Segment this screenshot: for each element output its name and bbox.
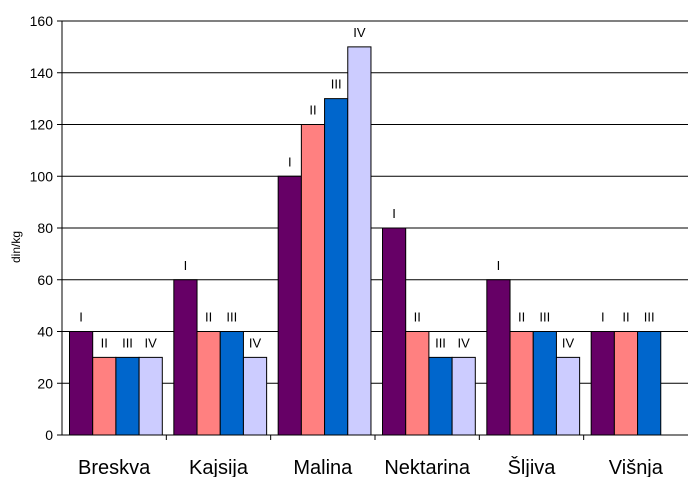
bar	[138, 356, 163, 436]
data-label: III	[435, 335, 446, 350]
data-label: IV	[145, 335, 158, 350]
bar	[451, 356, 476, 436]
data-label: II	[205, 310, 212, 325]
bar	[300, 124, 326, 436]
data-label: I	[392, 206, 396, 221]
bar	[613, 331, 639, 436]
y-tick-label: 0	[45, 427, 53, 443]
category-label: Kajsija	[189, 457, 249, 477]
category-label: Breskva	[78, 457, 151, 477]
y-tick-labels: 0 20 40 60 80 100 120 140 160	[30, 13, 54, 443]
data-label: II	[309, 103, 316, 118]
category-labels: Breskva Kajsija Malina Nektarina Šljiva Višnj…	[78, 456, 664, 477]
bar	[509, 331, 534, 436]
data-label: III	[644, 310, 655, 325]
data-label: I	[601, 310, 605, 325]
bar	[428, 356, 453, 436]
category-label: Višnja	[609, 457, 664, 477]
bar	[405, 331, 430, 436]
y-tick-label: 160	[30, 13, 54, 29]
bar	[590, 331, 615, 436]
data-label: I	[79, 310, 83, 325]
bar	[196, 331, 221, 436]
data-label: IV	[353, 25, 366, 40]
bar	[486, 279, 511, 436]
category-label: Malina	[293, 457, 353, 477]
bar	[92, 356, 117, 436]
y-axis-label: din/kg	[9, 231, 23, 263]
bar	[69, 331, 94, 436]
data-label: II	[622, 310, 629, 325]
bar	[324, 98, 349, 436]
bar	[532, 331, 557, 436]
y-tick-label: 60	[37, 272, 53, 288]
bar	[637, 331, 662, 436]
axes	[57, 20, 688, 440]
data-label: IV	[562, 335, 575, 350]
y-tick-label: 40	[37, 324, 53, 340]
data-label: II	[518, 310, 525, 325]
data-label: III	[331, 77, 342, 92]
bar	[219, 331, 244, 436]
bar	[347, 46, 372, 436]
bars	[69, 46, 662, 436]
data-label: I	[184, 258, 188, 273]
data-label: I	[288, 154, 292, 169]
data-label: IV	[458, 335, 471, 350]
data-label: II	[101, 335, 108, 350]
data-label: IV	[249, 335, 262, 350]
bar	[173, 279, 198, 436]
category-label: Šljiva	[508, 456, 557, 477]
y-tick-label: 20	[37, 375, 53, 391]
category-label: Nektarina	[384, 457, 470, 477]
y-tick-label: 80	[37, 220, 53, 236]
data-label: III	[122, 335, 133, 350]
data-label: II	[414, 310, 421, 325]
y-tick-label: 100	[30, 168, 54, 184]
bar	[115, 356, 140, 436]
gridlines	[62, 20, 688, 384]
data-label: III	[539, 310, 550, 325]
y-tick-label: 140	[30, 65, 54, 81]
bar	[382, 227, 407, 436]
bar	[277, 175, 302, 436]
data-label: III	[226, 310, 237, 325]
bar	[555, 356, 581, 436]
y-tick-label: 120	[30, 117, 54, 133]
bar	[242, 356, 268, 436]
data-label: I	[497, 258, 501, 273]
